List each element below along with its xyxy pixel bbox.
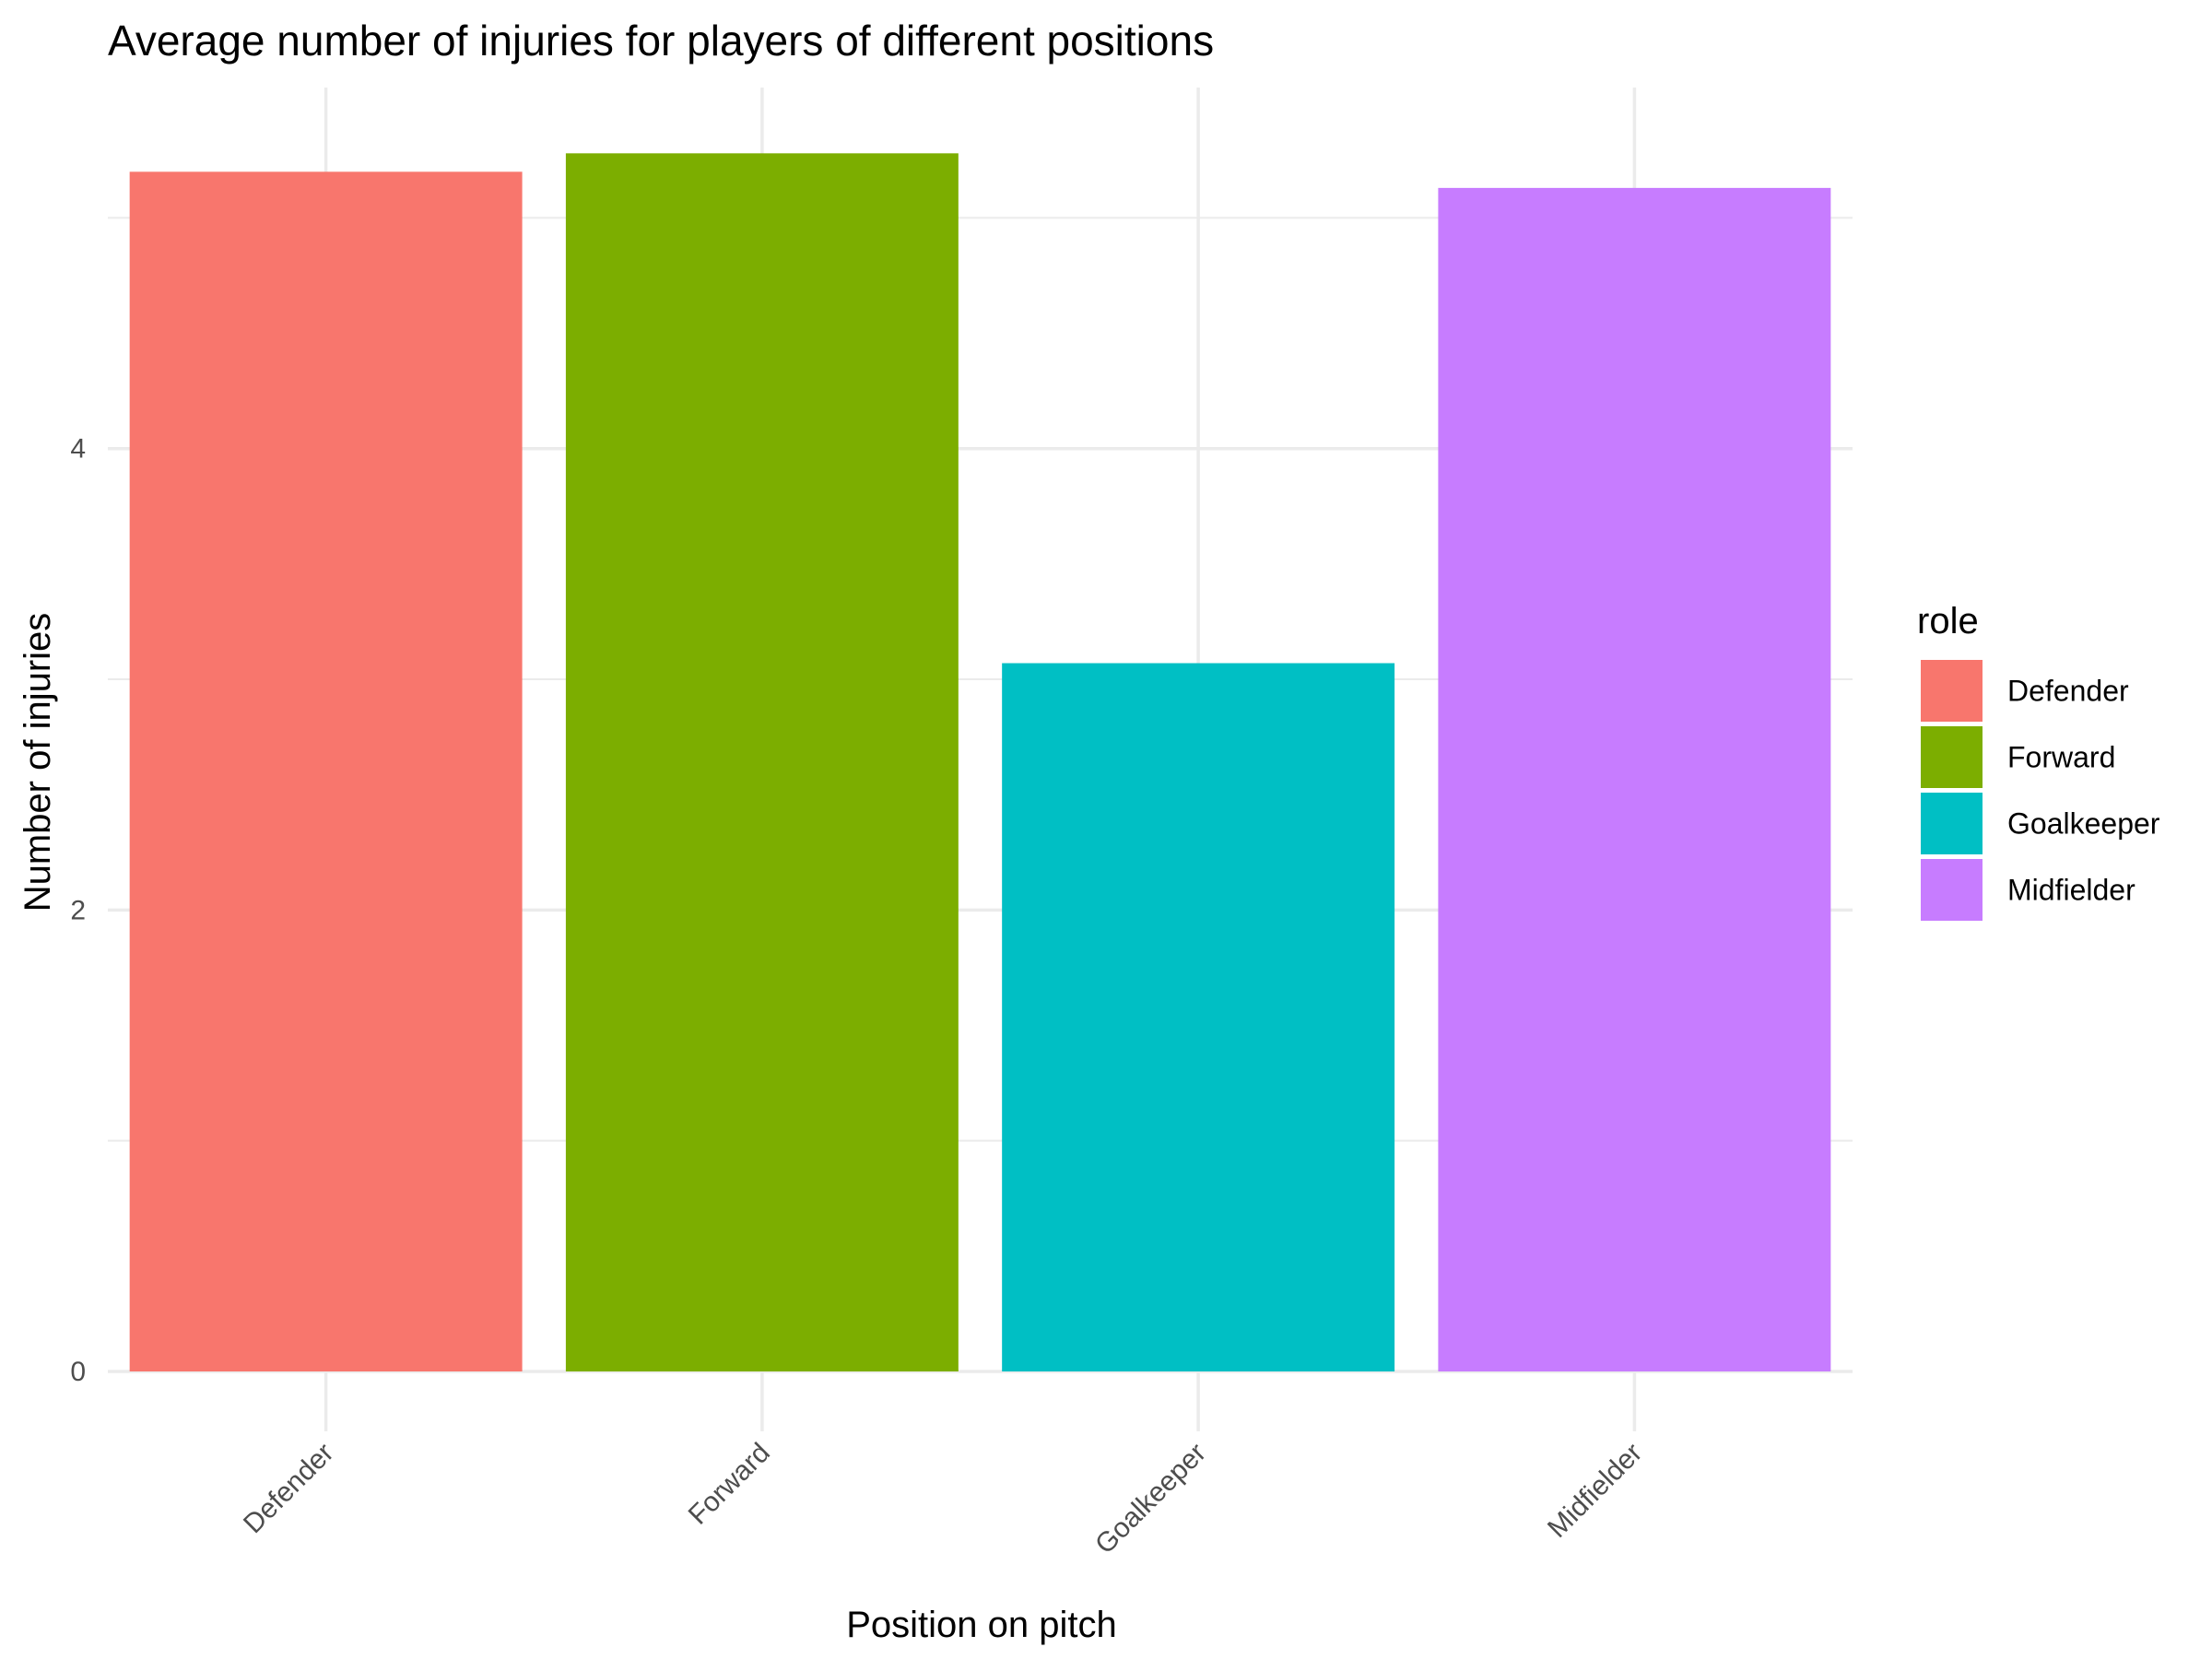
legend-key-defender	[1921, 660, 1983, 722]
y-axis-title: Number of injuries	[18, 613, 58, 912]
x-tick-label: Goalkeeper	[1089, 1438, 1212, 1560]
x-tick-label: Midfielder	[1542, 1438, 1648, 1544]
bar-forward	[565, 153, 959, 1372]
legend-key-midfielder	[1921, 859, 1983, 921]
x-axis-title: Position on pitch	[846, 1605, 1117, 1645]
chart-title: Average number of injuries for players o…	[108, 17, 1214, 65]
y-tick-label: 4	[70, 434, 86, 465]
legend-key-goalkeeper	[1921, 793, 1983, 854]
legend: role Defender Forward Goalkeeper Midfielder	[1917, 601, 2160, 921]
legend-label: Defender	[2007, 675, 2129, 708]
legend-title: role	[1917, 601, 1979, 641]
x-axis-ticks: Defender Forward Goalkeeper Midfielder	[238, 1438, 1648, 1560]
bar-defender	[129, 171, 523, 1372]
x-tick-label: Forward	[683, 1438, 776, 1531]
bar-midfielder	[1438, 187, 1831, 1371]
x-tick-label: Defender	[238, 1438, 340, 1540]
legend-label: Forward	[2007, 741, 2115, 774]
legend-key-forward	[1921, 726, 1983, 788]
y-tick-label: 2	[70, 895, 86, 925]
y-axis-ticks: 0 2 4	[70, 434, 86, 1387]
y-tick-label: 0	[70, 1357, 86, 1387]
bars	[129, 153, 1831, 1372]
legend-label: Midfielder	[2007, 874, 2136, 907]
legend-label: Goalkeeper	[2007, 807, 2160, 841]
bar-goalkeeper	[1002, 663, 1395, 1371]
